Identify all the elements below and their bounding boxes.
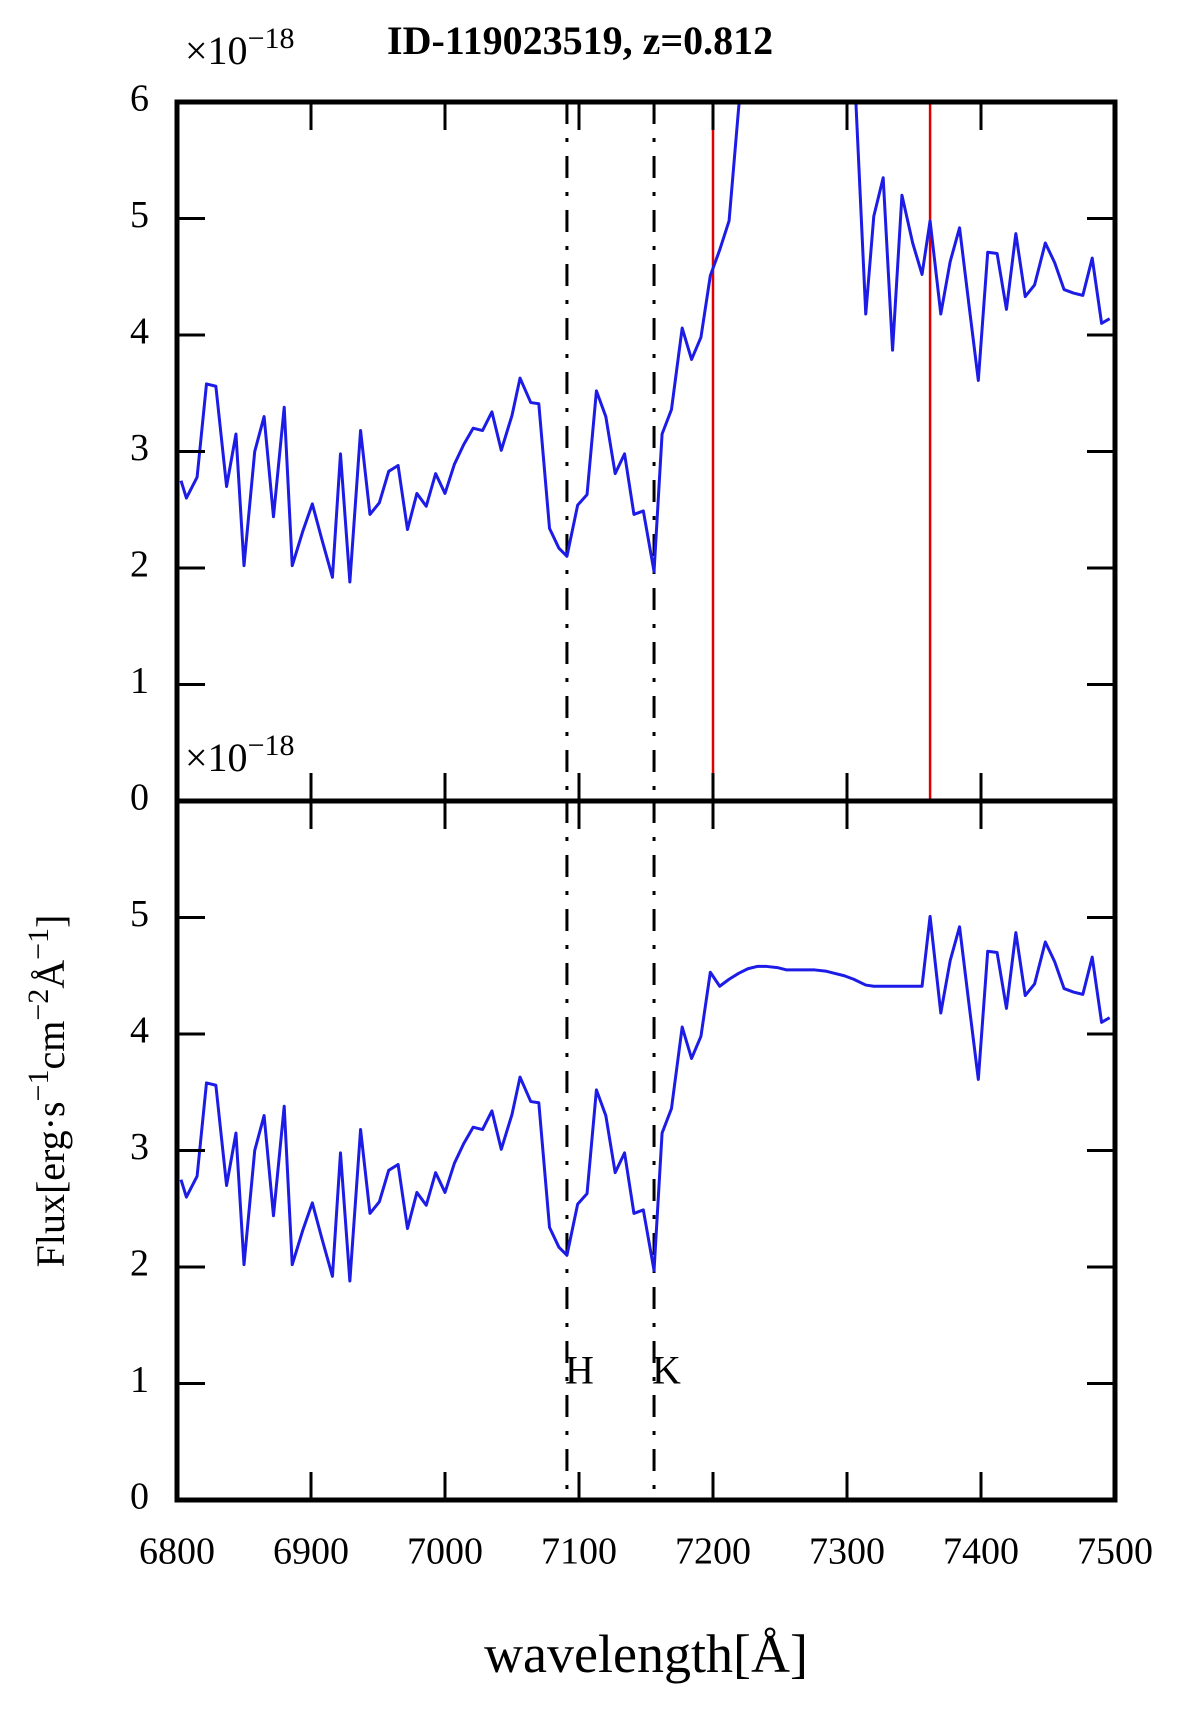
y-scale-exponent: −18 — [248, 729, 295, 762]
x-tick-label: 7100 — [541, 1531, 617, 1573]
y-axis-label-part: cm — [28, 1021, 73, 1070]
y-tick-label: 3 — [130, 1126, 149, 1168]
y-scale-text: ×10−18 — [185, 729, 294, 780]
y-tick-label: 1 — [130, 660, 149, 702]
y-axis-label-part: ] — [28, 915, 73, 928]
y-axis-label-sup: −1 — [22, 928, 55, 960]
y-scale-text: ×10−18 — [185, 22, 294, 73]
y-tick-label: 1 — [130, 1359, 149, 1401]
chart-title: ID-119023519, z=0.812 — [387, 18, 773, 63]
y-tick-label: 2 — [130, 1243, 149, 1285]
x-tick-label: 6800 — [139, 1531, 215, 1573]
y-tick-label: 3 — [130, 427, 149, 469]
y-scale-base: ×10 — [185, 28, 248, 73]
y-axis-label-sup: −2 — [22, 989, 55, 1021]
y-tick-label: 4 — [130, 1010, 149, 1052]
y-tick-label: 5 — [130, 194, 149, 236]
y-tick-label: 6 — [130, 78, 149, 120]
y-tick-label: 0 — [130, 1476, 149, 1518]
y-tick-label: 0 — [130, 777, 149, 819]
y-axis-label: Flux[erg·s−1cm−2Å−1] — [22, 915, 73, 1268]
y-scale-exponent: −18 — [248, 22, 295, 55]
y-axis-label-part: Å — [28, 960, 73, 989]
spectrum-line — [179, 914, 1111, 1283]
y-tick-label: 5 — [130, 893, 149, 935]
x-tick-label: 7500 — [1077, 1531, 1153, 1573]
y-scale-base: ×10 — [185, 735, 248, 780]
x-tick-label: 7000 — [407, 1531, 483, 1573]
x-tick-label: 6900 — [273, 1531, 349, 1573]
x-tick-label: 7200 — [675, 1531, 751, 1573]
y-axis-label-sup: −1 — [22, 1070, 55, 1102]
x-tick-label: 7400 — [943, 1531, 1019, 1573]
line-label: K — [652, 1347, 681, 1392]
y-tick-label: 4 — [130, 311, 149, 353]
y-axis-label-part: Flux[erg·s — [28, 1101, 73, 1267]
x-axis-label: wavelength[Å] — [484, 1624, 808, 1684]
spectrum-line — [179, 102, 1111, 584]
x-tick-label: 7300 — [809, 1531, 885, 1573]
line-label: H — [565, 1347, 594, 1392]
axes-frame — [174, 798, 1118, 1503]
axes-frame — [174, 99, 1118, 804]
y-tick-label: 2 — [130, 544, 149, 586]
